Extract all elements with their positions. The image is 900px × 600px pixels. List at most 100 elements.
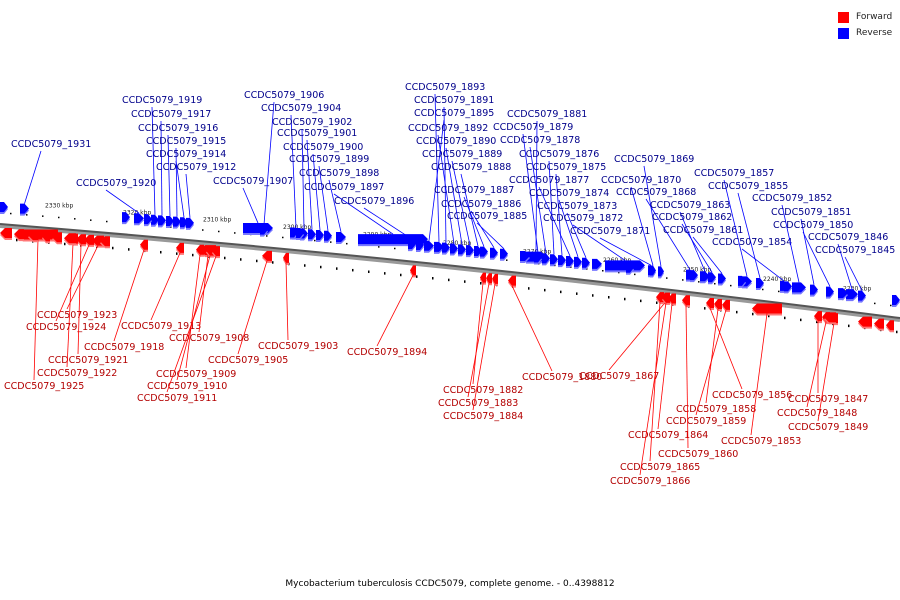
forward-gene-feature bbox=[0, 228, 12, 238]
reverse-gene-leader bbox=[185, 173, 191, 218]
scale-dot-lower bbox=[816, 320, 818, 324]
reverse-gene-leader bbox=[645, 198, 691, 270]
reverse-gene-leader bbox=[301, 128, 305, 229]
reverse-gene-label: CCDC5079_1890 bbox=[416, 136, 496, 147]
scale-dot-upper bbox=[570, 266, 572, 268]
forward-gene-feature bbox=[486, 273, 492, 284]
reverse-gene-label: CCDC5079_1899 bbox=[289, 154, 369, 165]
scale-dot-lower bbox=[320, 265, 322, 269]
scale-dot-upper bbox=[682, 279, 684, 281]
reverse-gene-label: CCDC5079_1892 bbox=[408, 123, 488, 134]
forward-gene-leader bbox=[817, 323, 835, 422]
reverse-gene-feature bbox=[558, 255, 566, 266]
reverse-gene-feature bbox=[858, 290, 866, 301]
reverse-gene-leader bbox=[800, 218, 815, 285]
reverse-gene-label: CCDC5079_1850 bbox=[773, 220, 853, 231]
reverse-gene-label: CCDC5079_1900 bbox=[283, 142, 363, 153]
reverse-gene-label: CCDC5079_1893 bbox=[405, 82, 485, 93]
forward-gene-leader bbox=[608, 302, 666, 371]
forward-gene-leader bbox=[113, 249, 145, 342]
scale-dot-upper bbox=[330, 241, 332, 243]
forward-gene-feature bbox=[874, 318, 884, 329]
forward-gene-leader bbox=[376, 275, 414, 347]
reverse-gene-leader bbox=[428, 119, 445, 241]
forward-gene-label: CCDC5079_1849 bbox=[788, 422, 868, 433]
scale-dot-upper bbox=[586, 268, 588, 270]
scale-tick-label: 2300 kbp bbox=[283, 224, 311, 231]
reverse-gene-feature bbox=[718, 273, 726, 284]
scale-dot-lower bbox=[160, 250, 162, 254]
reverse-gene-label: CCDC5079_1875 bbox=[526, 162, 606, 173]
forward-gene-label: CCDC5079_1856 bbox=[712, 390, 792, 401]
reverse-gene-feature bbox=[466, 245, 474, 256]
reverse-gene-label: CCDC5079_1887 bbox=[434, 185, 514, 196]
forward-gene-label: CCDC5079_1867 bbox=[579, 371, 659, 382]
reverse-gene-feature bbox=[296, 228, 304, 239]
reverse-gene-feature bbox=[520, 250, 530, 261]
reverse-gene-feature bbox=[490, 247, 498, 258]
reverse-gene-label: CCDC5079_1846 bbox=[808, 232, 888, 243]
reverse-gene-leader bbox=[643, 165, 662, 267]
reverse-gene-feature bbox=[144, 214, 152, 225]
forward-gene-feature bbox=[64, 233, 76, 244]
reverse-gene-label: CCDC5079_1873 bbox=[537, 201, 617, 212]
forward-gene-label: CCDC5079_1909 bbox=[156, 369, 236, 380]
reverse-gene-label: CCDC5079_1916 bbox=[138, 123, 218, 134]
forward-gene-feature bbox=[76, 234, 86, 245]
forward-gene-leader bbox=[77, 244, 82, 355]
reverse-gene-label: CCDC5079_1870 bbox=[601, 175, 681, 186]
reverse-gene-feature bbox=[480, 246, 488, 257]
reverse-gene-label: CCDC5079_1907 bbox=[213, 176, 293, 187]
forward-gene-feature bbox=[752, 303, 782, 314]
forward-gene-feature bbox=[886, 320, 894, 331]
scale-dot-upper bbox=[218, 230, 220, 233]
scale-dot-upper bbox=[346, 242, 348, 245]
reverse-gene-leader bbox=[105, 189, 140, 214]
reverse-gene-label: CCDC5079_1891 bbox=[414, 95, 494, 106]
reverse-gene-label: CCDC5079_1881 bbox=[507, 109, 587, 120]
scale-dot-upper bbox=[202, 229, 204, 231]
reverse-gene-leader bbox=[737, 192, 761, 279]
scale-dot-lower bbox=[192, 253, 194, 257]
forward-gene-feature bbox=[714, 298, 722, 309]
scale-dot-lower bbox=[656, 301, 658, 304]
reverse-gene-label: CCDC5079_1897 bbox=[304, 182, 384, 193]
reverse-gene-feature bbox=[582, 257, 590, 268]
reverse-gene-leader bbox=[451, 160, 471, 246]
reverse-gene-leader bbox=[558, 199, 579, 257]
forward-gene-feature bbox=[858, 316, 872, 327]
reverse-gene-label: CCDC5079_1917 bbox=[131, 109, 211, 120]
reverse-gene-leader bbox=[802, 231, 831, 287]
reverse-gene-label: CCDC5079_1845 bbox=[815, 245, 895, 256]
forward-gene-label: CCDC5079_1884 bbox=[443, 411, 523, 422]
forward-gene-feature bbox=[706, 298, 714, 309]
forward-gene-feature bbox=[283, 252, 289, 263]
reverse-gene-label: CCDC5079_1876 bbox=[519, 149, 599, 160]
scale-dot-upper bbox=[378, 246, 380, 248]
scale-dot-lower bbox=[480, 282, 482, 285]
forward-gene-leader bbox=[185, 254, 201, 369]
reverse-gene-feature bbox=[756, 278, 764, 289]
reverse-gene-leader bbox=[599, 237, 652, 266]
scale-dot-lower bbox=[848, 324, 850, 328]
reverse-gene-leader bbox=[837, 243, 853, 290]
forward-gene-feature bbox=[262, 250, 272, 261]
forward-gene-label: CCDC5079_1910 bbox=[147, 381, 227, 392]
scale-dot-upper bbox=[730, 284, 732, 287]
forward-gene-label: CCDC5079_1847 bbox=[788, 394, 868, 405]
reverse-gene-feature bbox=[134, 213, 144, 224]
reverse-gene-feature bbox=[605, 260, 645, 271]
genome-caption: Mycobacterium tuberculosis CCDC5079, com… bbox=[285, 579, 615, 589]
reverse-gene-feature bbox=[738, 275, 746, 286]
scale-dot-upper bbox=[58, 216, 60, 219]
scale-dot-lower bbox=[384, 272, 386, 275]
scale-dot-upper bbox=[618, 271, 620, 274]
forward-gene-label: CCDC5079_1858 bbox=[676, 404, 756, 415]
reverse-gene-leader bbox=[476, 222, 505, 250]
reverse-gene-feature bbox=[784, 281, 792, 292]
scale-dot-lower bbox=[416, 275, 418, 278]
reverse-gene-label: CCDC5079_1854 bbox=[712, 237, 792, 248]
forward-gene-feature bbox=[410, 265, 416, 276]
reverse-gene-leader bbox=[242, 187, 259, 224]
